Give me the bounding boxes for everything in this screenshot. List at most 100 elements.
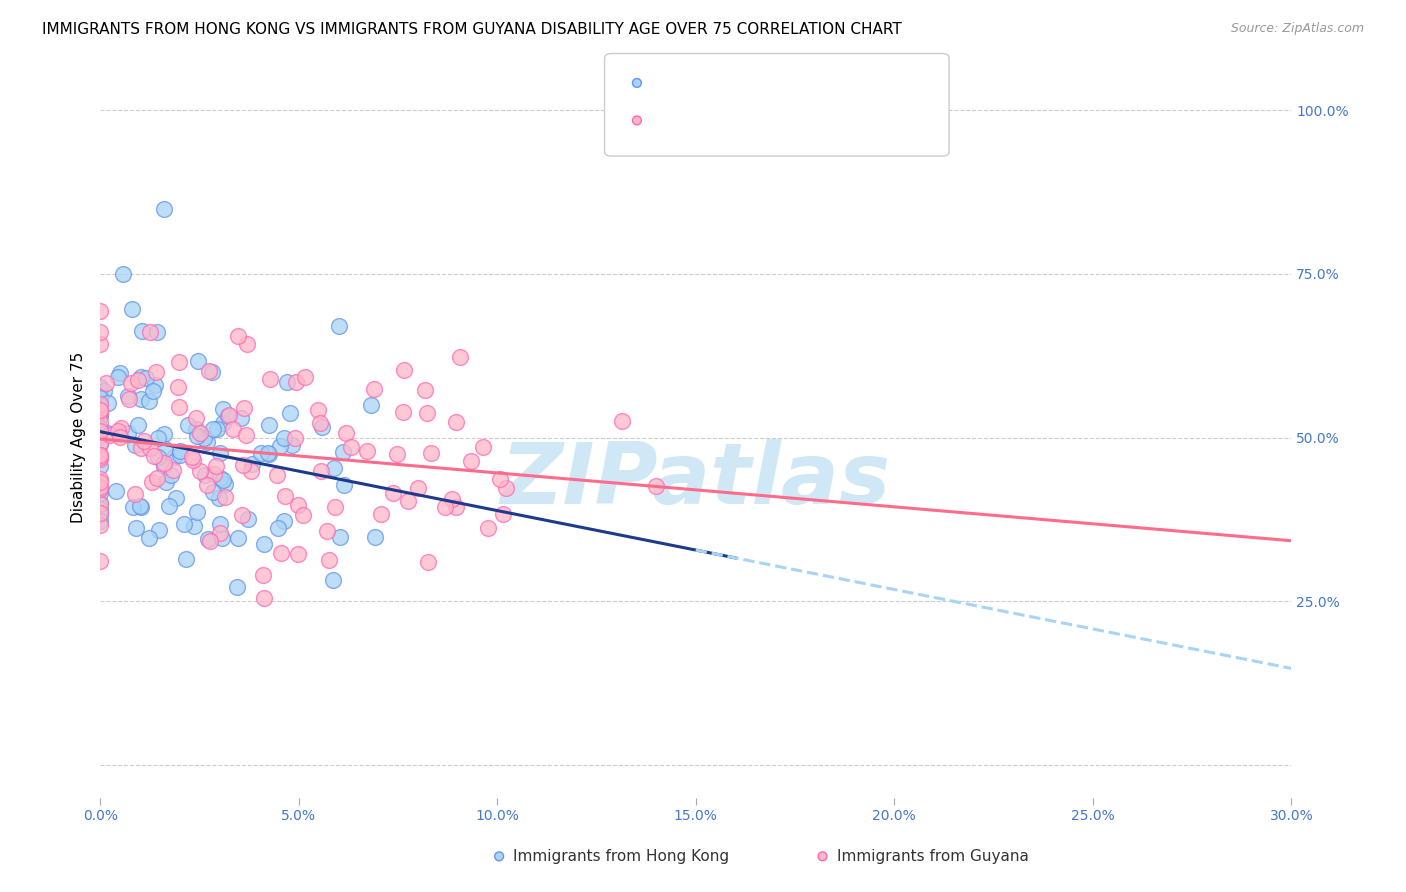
Point bbox=[146, 470, 169, 484]
Point bbox=[186, 429, 208, 443]
Point bbox=[204, 458, 226, 473]
Point bbox=[89, 450, 111, 464]
Point bbox=[294, 370, 316, 384]
Point bbox=[169, 448, 191, 462]
Point bbox=[266, 467, 288, 482]
Point bbox=[117, 425, 139, 440]
Point bbox=[183, 518, 205, 533]
Point bbox=[89, 458, 111, 473]
Point bbox=[186, 505, 208, 519]
Point bbox=[89, 415, 111, 429]
Point bbox=[89, 395, 111, 409]
Point bbox=[211, 532, 233, 546]
Point bbox=[89, 397, 111, 411]
Point bbox=[89, 475, 111, 490]
Point bbox=[89, 481, 111, 495]
Point bbox=[89, 429, 111, 443]
Point bbox=[89, 506, 111, 520]
Point bbox=[214, 490, 236, 504]
Point bbox=[89, 425, 111, 439]
Point bbox=[188, 425, 211, 440]
Point bbox=[162, 463, 184, 477]
Point bbox=[89, 407, 111, 421]
Point bbox=[274, 489, 297, 503]
Point bbox=[142, 384, 165, 398]
Point bbox=[89, 379, 111, 393]
Point bbox=[129, 500, 152, 515]
Point bbox=[208, 526, 231, 541]
Point bbox=[148, 524, 170, 538]
Point bbox=[153, 427, 176, 442]
Point bbox=[281, 437, 304, 451]
Point bbox=[89, 452, 111, 467]
Point bbox=[89, 448, 111, 462]
Point bbox=[200, 365, 222, 379]
Point bbox=[316, 524, 339, 538]
Point bbox=[285, 375, 308, 389]
Point bbox=[89, 336, 111, 351]
Point bbox=[127, 417, 149, 432]
Text: Immigrants from Hong Kong: Immigrants from Hong Kong bbox=[513, 849, 730, 863]
Point bbox=[129, 370, 152, 384]
Point bbox=[460, 453, 482, 467]
Text: ZIPatlas: ZIPatlas bbox=[501, 439, 891, 523]
Point bbox=[441, 491, 464, 506]
Point bbox=[332, 445, 354, 459]
Point bbox=[197, 364, 219, 378]
Point bbox=[420, 446, 443, 460]
Point bbox=[416, 406, 439, 420]
Point bbox=[107, 425, 129, 439]
Point bbox=[212, 417, 235, 431]
Point bbox=[89, 496, 111, 510]
Point bbox=[202, 422, 225, 436]
Point bbox=[209, 446, 232, 460]
Point bbox=[370, 507, 392, 521]
Point bbox=[202, 485, 225, 500]
Point bbox=[287, 548, 309, 562]
Point bbox=[197, 532, 219, 546]
Point bbox=[167, 400, 190, 414]
Point bbox=[240, 464, 263, 478]
Point bbox=[231, 411, 253, 425]
Point bbox=[110, 366, 132, 380]
Point bbox=[238, 512, 260, 526]
Point bbox=[259, 372, 281, 386]
Point bbox=[471, 440, 494, 454]
Point bbox=[416, 555, 439, 569]
Text: R =: R = bbox=[665, 113, 693, 128]
Point bbox=[124, 438, 146, 452]
Point bbox=[308, 416, 330, 430]
Point bbox=[89, 421, 111, 435]
Point bbox=[89, 472, 111, 486]
Point bbox=[141, 475, 163, 489]
Point bbox=[98, 427, 121, 442]
Point bbox=[340, 440, 363, 454]
Point bbox=[492, 508, 515, 522]
Point bbox=[257, 447, 280, 461]
Point bbox=[146, 325, 169, 339]
Point bbox=[89, 421, 111, 435]
Point bbox=[488, 472, 510, 486]
Point bbox=[145, 365, 167, 379]
Point bbox=[89, 304, 111, 318]
Point bbox=[311, 420, 333, 434]
Point bbox=[131, 324, 153, 338]
Point bbox=[139, 325, 162, 339]
Point bbox=[89, 381, 111, 395]
Point bbox=[360, 398, 382, 412]
Point bbox=[444, 416, 467, 430]
Point bbox=[333, 478, 356, 492]
Point bbox=[138, 394, 160, 409]
Point bbox=[131, 442, 153, 456]
Point bbox=[198, 534, 221, 549]
Point bbox=[257, 446, 280, 460]
Point bbox=[644, 479, 666, 493]
Point bbox=[323, 461, 346, 475]
Point bbox=[89, 325, 111, 339]
Point bbox=[257, 418, 280, 433]
Point bbox=[112, 267, 135, 281]
Point bbox=[212, 401, 235, 416]
Point bbox=[165, 491, 187, 506]
Point bbox=[208, 517, 231, 532]
Point bbox=[125, 521, 148, 535]
